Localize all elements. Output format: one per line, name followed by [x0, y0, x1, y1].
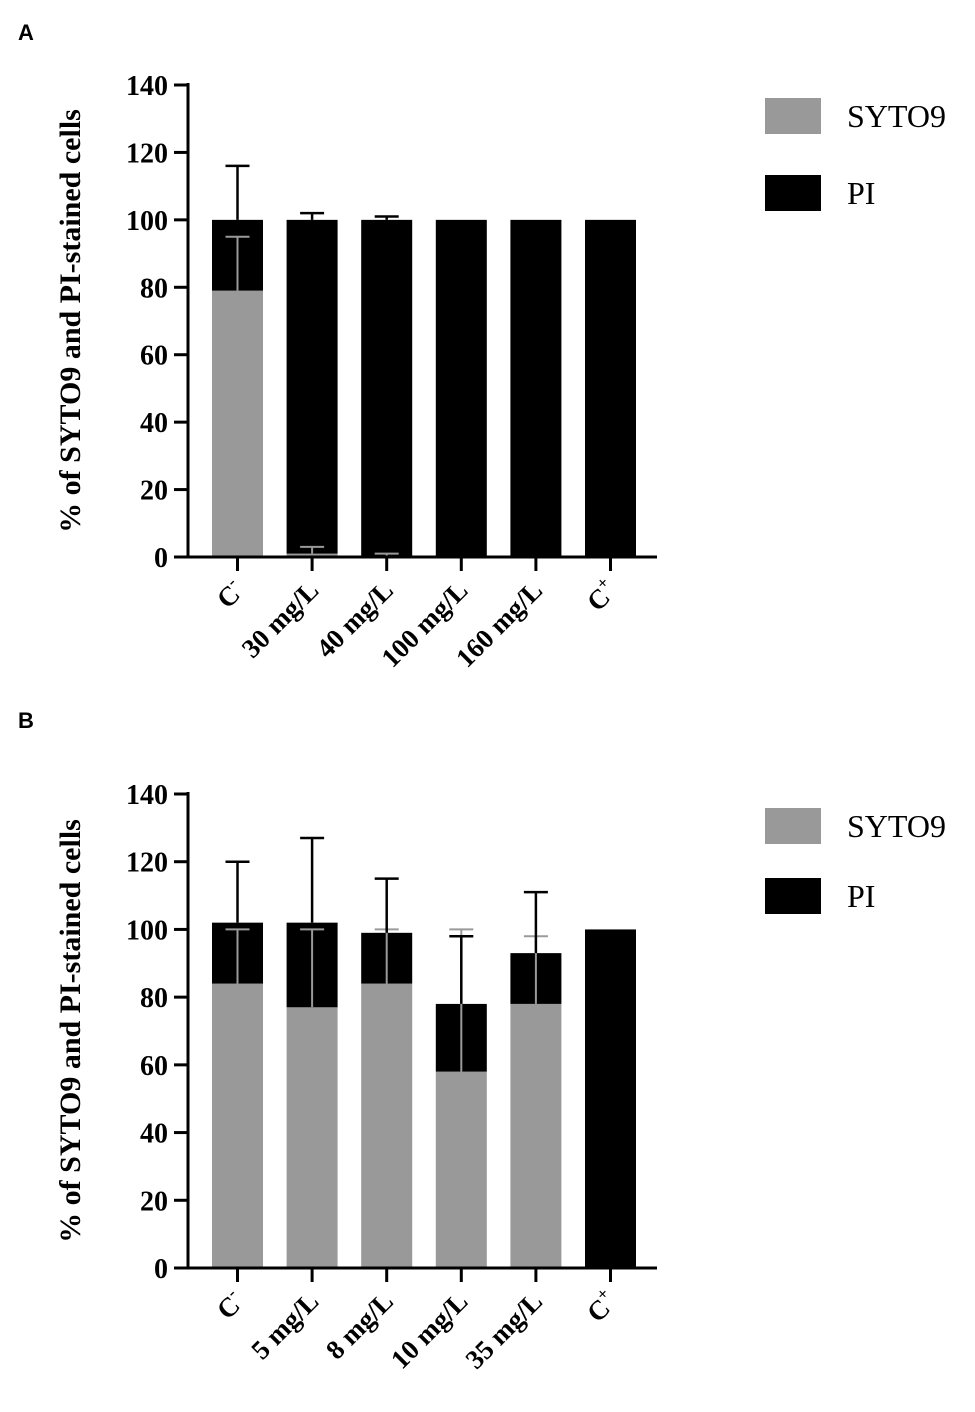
y-tick-label: 40 [140, 1119, 168, 1150]
x-tick-label: 35 mg/L [460, 1286, 549, 1375]
bar-syto9 [435, 1071, 487, 1268]
x-tick-label: 30 mg/L [236, 575, 325, 664]
x-tick-label-text: 10 mg/L [385, 1286, 474, 1375]
y-tick-label: 0 [154, 543, 168, 574]
x-tick-label: 10 mg/L [385, 1286, 474, 1375]
x-tick-label: C- [209, 1284, 250, 1325]
bar-pi [585, 219, 636, 557]
bar-syto9 [286, 1007, 338, 1268]
bar-pi [361, 219, 413, 557]
bar-pi [435, 219, 487, 557]
x-tick-label-text: C [211, 579, 246, 614]
panel-label: B [18, 708, 34, 733]
y-tick-label: 60 [140, 1051, 168, 1082]
y-tick-label: 100 [126, 206, 168, 237]
x-tick-label-text: 30 mg/L [236, 575, 325, 664]
bar-syto9 [510, 1003, 562, 1268]
y-tick-label: 60 [140, 341, 168, 372]
y-axis-title: % of SYTO9 and PI-stained cells [54, 109, 87, 533]
y-tick-label: 140 [126, 71, 168, 102]
bar-pi [510, 219, 562, 557]
bar-pi [585, 929, 636, 1268]
chart-panel-b: B % of SYTO9 and PI-stained cells 0 20 40 60 8… [18, 708, 946, 1375]
y-tick-label: 40 [140, 408, 168, 439]
y-tick-label: 120 [126, 848, 168, 879]
x-tick-label: C- [209, 573, 250, 614]
bar-syto9 [361, 983, 413, 1268]
y-tick-label: 20 [140, 476, 168, 507]
legend-label-syto9: SYTO9 [847, 98, 946, 134]
y-tick-label: 100 [126, 915, 168, 946]
panel-label: A [18, 20, 34, 45]
legend-swatch-pi [765, 878, 821, 914]
y-tick-label: 140 [126, 780, 168, 811]
y-tick-label: 80 [140, 983, 168, 1014]
chart-panel-a: A % of SYTO9 and PI-stained cells 0 20 40 60 8… [18, 20, 946, 673]
legend-swatch-syto9 [765, 808, 821, 844]
bar-pi [286, 219, 338, 554]
x-tick-label-text: 5 mg/L [245, 1286, 324, 1365]
x-tick-label: C+ [579, 573, 623, 617]
bar-syto9 [286, 553, 338, 557]
legend-swatch-pi [765, 175, 821, 211]
legend-label-syto9: SYTO9 [847, 808, 946, 844]
x-tick-label: 5 mg/L [245, 1286, 324, 1365]
x-tick-label-text: C [211, 1290, 246, 1325]
y-tick-label: 0 [154, 1254, 168, 1285]
y-tick-label: 120 [126, 138, 168, 169]
bar-syto9 [212, 983, 263, 1268]
x-tick-label-text: 35 mg/L [460, 1286, 549, 1375]
y-axis-title: % of SYTO9 and PI-stained cells [54, 819, 87, 1243]
legend-label-pi: PI [847, 878, 875, 914]
y-tick-label: 20 [140, 1186, 168, 1217]
x-tick-label: C+ [579, 1284, 623, 1328]
legend-label-pi: PI [847, 175, 875, 211]
legend-swatch-syto9 [765, 98, 821, 134]
bar-syto9 [212, 290, 263, 557]
y-tick-label: 80 [140, 273, 168, 304]
